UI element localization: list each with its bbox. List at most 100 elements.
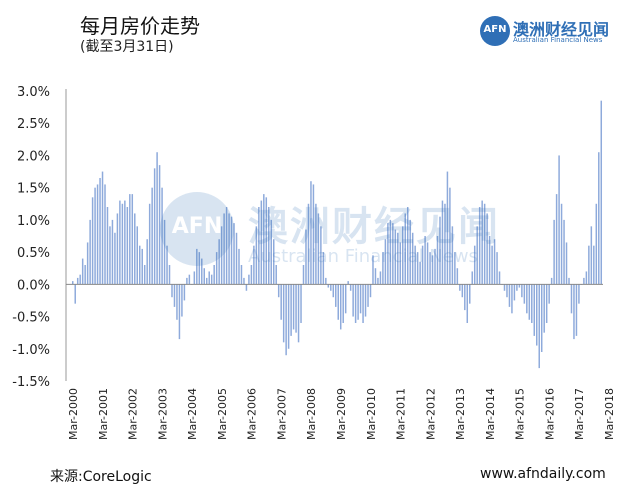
data-bar bbox=[325, 277, 327, 285]
data-bar bbox=[255, 226, 258, 285]
data-bar bbox=[518, 284, 521, 288]
data-bar bbox=[295, 284, 297, 333]
data-bar bbox=[548, 284, 550, 304]
x-tick-label: Mar-2010 bbox=[365, 388, 378, 440]
data-bar bbox=[312, 184, 315, 285]
data-bar bbox=[310, 181, 312, 285]
data-bar bbox=[131, 194, 134, 285]
data-bar bbox=[526, 284, 528, 314]
data-bar bbox=[188, 274, 191, 285]
x-tick-label: Mar-2009 bbox=[335, 388, 348, 440]
data-bar bbox=[297, 284, 300, 343]
data-bar bbox=[461, 284, 464, 298]
data-bar bbox=[404, 213, 406, 285]
data-bar bbox=[570, 284, 573, 314]
x-tick-label: Mar-2017 bbox=[573, 388, 586, 440]
data-bar bbox=[426, 242, 429, 285]
data-bar bbox=[186, 277, 188, 285]
data-bar bbox=[416, 252, 419, 285]
chart-title: 每月房价走势 bbox=[80, 14, 200, 38]
data-bar bbox=[598, 152, 600, 285]
data-bar bbox=[183, 284, 186, 301]
x-tick-label: Mar-2013 bbox=[454, 388, 467, 440]
data-bar bbox=[225, 207, 228, 285]
data-bar bbox=[434, 248, 436, 285]
data-bar bbox=[392, 223, 394, 285]
data-bar bbox=[240, 265, 243, 285]
data-bar bbox=[101, 171, 104, 285]
data-bar bbox=[600, 100, 603, 285]
data-bar bbox=[384, 239, 387, 285]
data-bar bbox=[111, 219, 114, 285]
x-tick-label: Mar-2016 bbox=[543, 388, 556, 440]
data-bar bbox=[277, 284, 280, 298]
data-bar bbox=[397, 232, 399, 285]
data-bar bbox=[181, 284, 183, 317]
afn-logo-name-cn: 澳洲财经见闻 bbox=[513, 20, 610, 39]
data-bar bbox=[230, 216, 233, 285]
data-bar bbox=[218, 239, 220, 285]
data-bar bbox=[424, 236, 426, 285]
data-bar bbox=[121, 203, 124, 285]
data-bar bbox=[493, 239, 496, 285]
data-bar bbox=[476, 226, 478, 285]
y-tick-label: 2.5% bbox=[17, 117, 50, 132]
data-bar bbox=[139, 245, 141, 285]
x-tick-label: Mar-2001 bbox=[97, 388, 110, 440]
data-bar bbox=[198, 252, 201, 285]
data-bar bbox=[320, 226, 322, 285]
data-bar bbox=[196, 248, 198, 285]
data-bar bbox=[369, 284, 372, 298]
data-bar bbox=[491, 245, 493, 285]
data-bar bbox=[136, 226, 138, 285]
afn-logo: AFN 澳洲财经见闻 Australian Financial News bbox=[480, 16, 616, 48]
data-bar bbox=[96, 184, 99, 285]
data-bar bbox=[536, 284, 538, 346]
data-bar bbox=[287, 284, 290, 349]
data-bar bbox=[176, 284, 178, 320]
data-bar bbox=[307, 203, 310, 285]
data-bar bbox=[528, 284, 531, 320]
data-bar bbox=[573, 284, 575, 340]
data-bar bbox=[213, 265, 215, 285]
data-bar bbox=[364, 284, 367, 317]
data-bar bbox=[553, 219, 555, 285]
data-bar bbox=[280, 284, 282, 320]
data-bar bbox=[76, 277, 79, 285]
data-bar bbox=[332, 284, 335, 298]
data-bar bbox=[471, 271, 473, 285]
x-tick-label: Mar-2006 bbox=[246, 388, 259, 440]
data-bar bbox=[550, 277, 553, 285]
data-bar bbox=[511, 284, 513, 314]
data-bar bbox=[153, 168, 156, 285]
data-bar bbox=[151, 187, 153, 285]
data-bar bbox=[166, 245, 168, 285]
data-bar bbox=[585, 271, 588, 285]
x-tick-label: Mar-2005 bbox=[216, 388, 229, 440]
data-bar bbox=[449, 187, 451, 285]
data-bar bbox=[347, 281, 349, 285]
data-bar bbox=[178, 284, 181, 340]
data-bar bbox=[116, 213, 119, 285]
data-bar bbox=[94, 187, 96, 285]
data-bar bbox=[496, 252, 498, 285]
data-bar bbox=[335, 284, 337, 307]
data-bar bbox=[203, 268, 205, 285]
data-bar bbox=[402, 226, 404, 285]
data-bar bbox=[389, 219, 392, 285]
data-bar bbox=[292, 284, 295, 330]
data-bar bbox=[394, 229, 397, 285]
data-bar bbox=[134, 213, 136, 285]
y-tick-label: 1.5% bbox=[17, 182, 50, 197]
data-bar bbox=[322, 252, 325, 285]
data-bar bbox=[357, 284, 359, 320]
y-tick-label: 0.0% bbox=[17, 278, 50, 293]
data-bar bbox=[446, 171, 449, 285]
data-bar bbox=[409, 219, 411, 285]
afn-logo-icon: AFN bbox=[480, 16, 510, 46]
x-tick-label: Mar-2018 bbox=[603, 388, 616, 440]
data-bar bbox=[235, 232, 238, 285]
data-bar bbox=[220, 226, 223, 285]
data-bar bbox=[201, 258, 203, 285]
x-tick-label: Mar-2003 bbox=[156, 388, 169, 440]
